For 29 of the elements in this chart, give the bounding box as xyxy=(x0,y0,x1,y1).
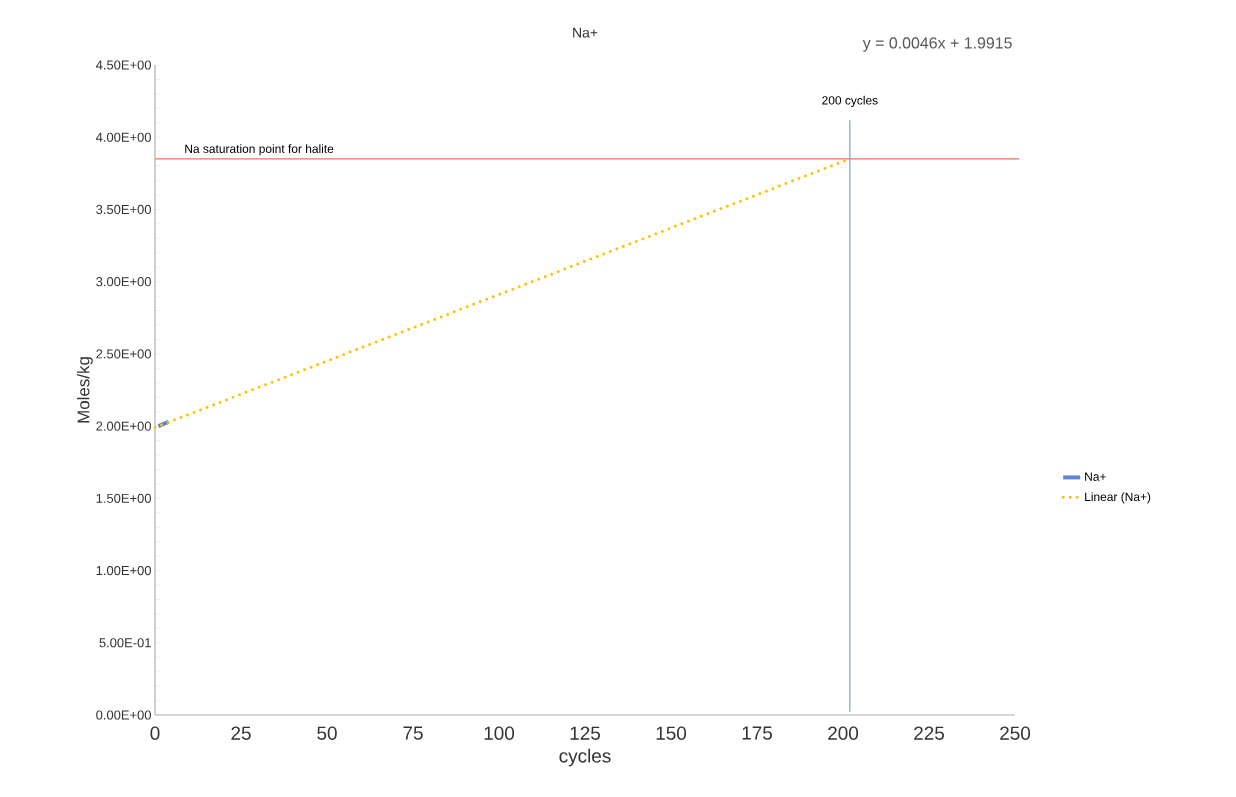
y-tick-label: 5.00E-01 xyxy=(99,638,151,648)
y-tick-label: 2.50E+00 xyxy=(96,349,151,359)
y-tick-label: 3.50E+00 xyxy=(96,204,151,215)
x-tick-label: 250 xyxy=(1000,726,1031,740)
x-tick-label: 200 xyxy=(828,726,859,740)
ref-line-label: Na saturation point for halite xyxy=(185,144,334,156)
chart-title: Na+ xyxy=(573,27,598,38)
legend-label: Na+ xyxy=(1085,472,1106,481)
y-tick-label: 3.00E+00 xyxy=(96,277,151,287)
ref-line-label: 200 cycles xyxy=(822,95,878,107)
legend-label: Linear (Na+) xyxy=(1085,492,1151,504)
y-tick-label: 4.00E+00 xyxy=(95,132,151,142)
y-tick-label: 1.00E+00 xyxy=(96,565,151,576)
x-tick-label: 150 xyxy=(656,726,687,740)
x-tick-label: 100 xyxy=(484,726,515,740)
x-tick-label: 0 xyxy=(150,726,160,740)
text: y = 0.0046x + 1.9915 xyxy=(862,37,1012,52)
x-tick-label: 50 xyxy=(317,726,337,740)
x-axis-title: cycles xyxy=(559,748,611,767)
x-tick-label: 225 xyxy=(914,726,944,740)
y-tick-label: 2.00E+00 xyxy=(96,421,151,431)
y-tick-label: 4.50E+00 xyxy=(95,60,151,70)
x-tick-label: 25 xyxy=(231,726,251,740)
x-tick-label: 75 xyxy=(403,726,423,740)
y-tick-label: 1.50E+00 xyxy=(96,493,151,503)
x-tick-label: 175 xyxy=(742,726,772,740)
x-tick-label: 125 xyxy=(570,726,600,740)
y-tick-label: 0.00E+00 xyxy=(96,710,151,720)
y-axis-title: Moles/kg xyxy=(77,357,93,423)
